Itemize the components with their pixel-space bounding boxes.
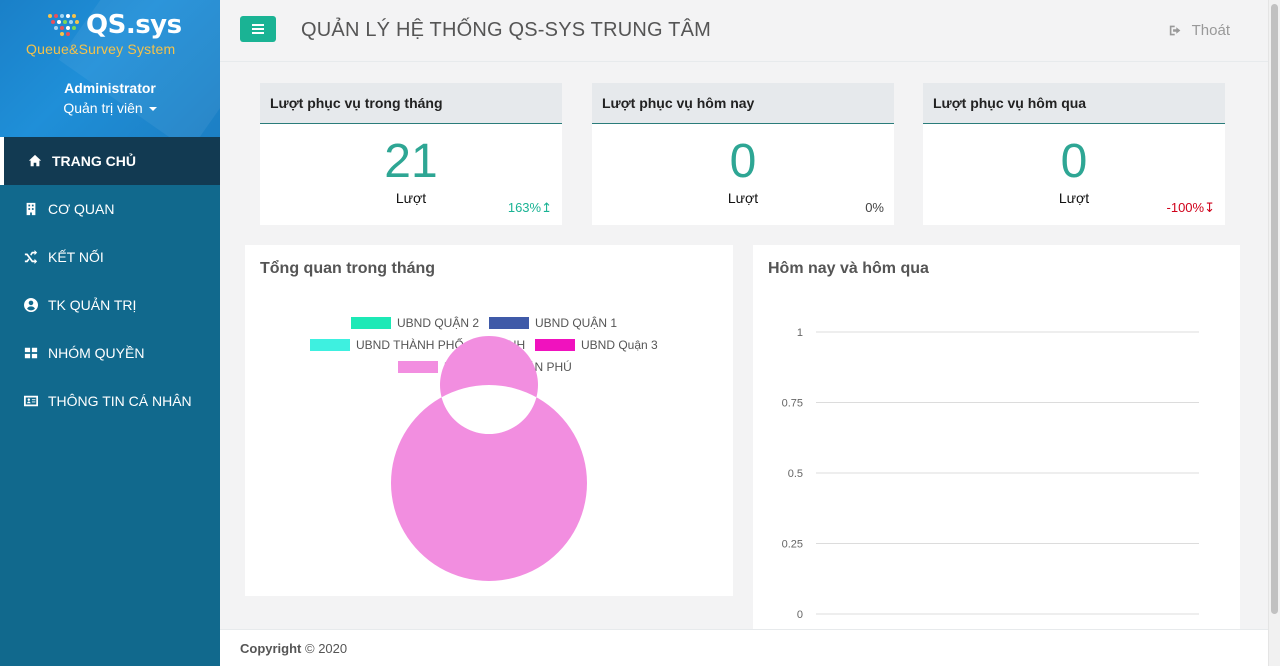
arrow-up-icon: ↥ <box>541 200 552 215</box>
sidebar-item-label: TRANG CHỦ <box>52 153 136 169</box>
sidebar-item-label: KẾT NỐI <box>48 249 104 265</box>
top-header: QUẢN LÝ HỆ THỐNG QS-SYS TRUNG TÂM Thoát <box>220 0 1268 62</box>
random-icon <box>24 250 38 264</box>
logo: QS.sys Queue&Survey System <box>26 10 184 60</box>
stat-card-today: Lượt phục vụ hôm nay 0 Lượt 0% <box>592 83 894 225</box>
sidebar-item-home[interactable]: TRANG CHỦ <box>0 137 220 185</box>
sidebar-item-label: THÔNG TIN CÁ NHÂN <box>48 393 192 409</box>
sidebar-item-personal-info[interactable]: THÔNG TIN CÁ NHÂN <box>0 377 220 425</box>
page-title: QUẢN LÝ HỆ THỐNG QS-SYS TRUNG TÂM <box>301 19 711 41</box>
stat-value: 21 <box>384 135 438 188</box>
legend-swatch <box>351 317 391 329</box>
grid-icon <box>24 346 38 360</box>
line-chart: 1 0.75 0.5 0.25 0 <box>782 327 1199 621</box>
id-card-icon <box>24 394 38 408</box>
user-role-dropdown[interactable]: Quản trị viên <box>0 100 220 116</box>
copyright-year: © 2020 <box>305 641 348 656</box>
y-tick-label: 0.25 <box>782 539 803 551</box>
compare-panel: Hôm nay và hôm qua 1 0.75 0.5 0.25 0 <box>753 245 1240 629</box>
toggle-sidebar-button[interactable] <box>240 16 276 42</box>
logo-dots-icon <box>48 14 79 36</box>
stat-card-yesterday: Lượt phục vụ hôm qua 0 Lượt -100%↧ <box>923 83 1225 225</box>
y-tick-label: 0.5 <box>788 468 803 480</box>
stat-change-value: 163% <box>507 200 542 215</box>
brand-subtitle: Queue&Survey System <box>26 41 176 57</box>
caret-down-icon <box>148 107 157 112</box>
brand-title: QS.sys <box>86 10 182 40</box>
stat-change: -100%↧ <box>1167 200 1215 216</box>
legend-swatch <box>489 317 529 329</box>
copyright-label: Copyright <box>240 641 302 656</box>
arrow-down-icon: ↧ <box>1204 200 1215 215</box>
user-role-label: Quản trị viên <box>63 100 143 116</box>
page-scrollbar[interactable] <box>1268 0 1280 666</box>
legend-swatch <box>310 339 350 351</box>
stat-title: Lượt phục vụ hôm nay <box>592 83 894 124</box>
donut-slice[interactable] <box>390 336 587 581</box>
donut-chart <box>390 336 587 581</box>
brand-header: QS.sys Queue&Survey System Administrator… <box>0 0 220 137</box>
logout-label: Thoát <box>1191 22 1230 39</box>
sidebar-item-label: TK QUẢN TRỊ <box>48 297 137 313</box>
sidebar-item-admin-accounts[interactable]: TK QUẢN TRỊ <box>0 281 220 329</box>
sidebar-nav: TRANG CHỦ CƠ QUAN KẾT NỐI TK QUẢN TRỊ NH… <box>0 137 220 425</box>
stat-change: 0% <box>865 200 884 215</box>
footer: Copyright © 2020 <box>220 629 1268 666</box>
sidebar-item-connections[interactable]: KẾT NỐI <box>0 233 220 281</box>
home-icon <box>28 154 42 168</box>
sidebar-item-agencies[interactable]: CƠ QUAN <box>0 185 220 233</box>
legend-swatch <box>398 361 438 373</box>
user-name: Administrator <box>64 80 156 96</box>
sidebar-item-permission-groups[interactable]: NHÓM QUYỀN <box>0 329 220 377</box>
legend-swatch <box>535 339 575 351</box>
stat-title: Lượt phục vụ hôm qua <box>923 83 1225 124</box>
legend-item[interactable]: UBND Quận 3 <box>535 338 658 352</box>
sign-out-icon <box>1169 25 1181 36</box>
scrollbar-thumb[interactable] <box>1271 4 1278 614</box>
stat-unit: Lượt <box>1058 190 1090 206</box>
panel-title: Tổng quan trong tháng <box>260 260 436 277</box>
user-circle-icon <box>24 298 38 312</box>
stat-change: 163%↥ <box>508 200 552 216</box>
stat-card-month: Lượt phục vụ trong tháng 21 Lượt 163%↥ <box>260 83 562 225</box>
stat-value: 0 <box>1060 135 1088 188</box>
panel-title: Hôm nay và hôm qua <box>768 260 929 277</box>
hamburger-icon <box>252 24 264 34</box>
sidebar-item-label: NHÓM QUYỀN <box>48 345 145 361</box>
stat-value: 0 <box>729 135 757 188</box>
y-tick-label: 0 <box>797 609 803 621</box>
y-tick-label: 0.75 <box>782 398 803 410</box>
stat-change-value: 0% <box>865 200 884 215</box>
stat-change-value: -100% <box>1166 200 1205 215</box>
stat-unit: Lượt <box>395 190 427 206</box>
sidebar-item-label: CƠ QUAN <box>48 201 115 217</box>
y-tick-label: 1 <box>797 327 803 339</box>
sidebar: QS.sys Queue&Survey System Administrator… <box>0 0 220 666</box>
stat-unit: Lượt <box>727 190 759 206</box>
overview-panel: Tổng quan trong tháng UBND QUẬN 2 UBND Q… <box>245 245 733 596</box>
legend-item[interactable]: UBND QUẬN 1 <box>489 316 617 330</box>
legend-label: UBND QUẬN 2 <box>397 316 480 330</box>
building-icon <box>24 202 38 216</box>
legend-item[interactable]: UBND QUẬN 2 <box>351 316 479 330</box>
legend-label: UBND Quận 3 <box>581 338 658 352</box>
stat-title: Lượt phục vụ trong tháng <box>260 83 562 124</box>
legend-label: UBND QUẬN 1 <box>535 316 618 330</box>
logout-button[interactable]: Thoát <box>1169 22 1230 39</box>
